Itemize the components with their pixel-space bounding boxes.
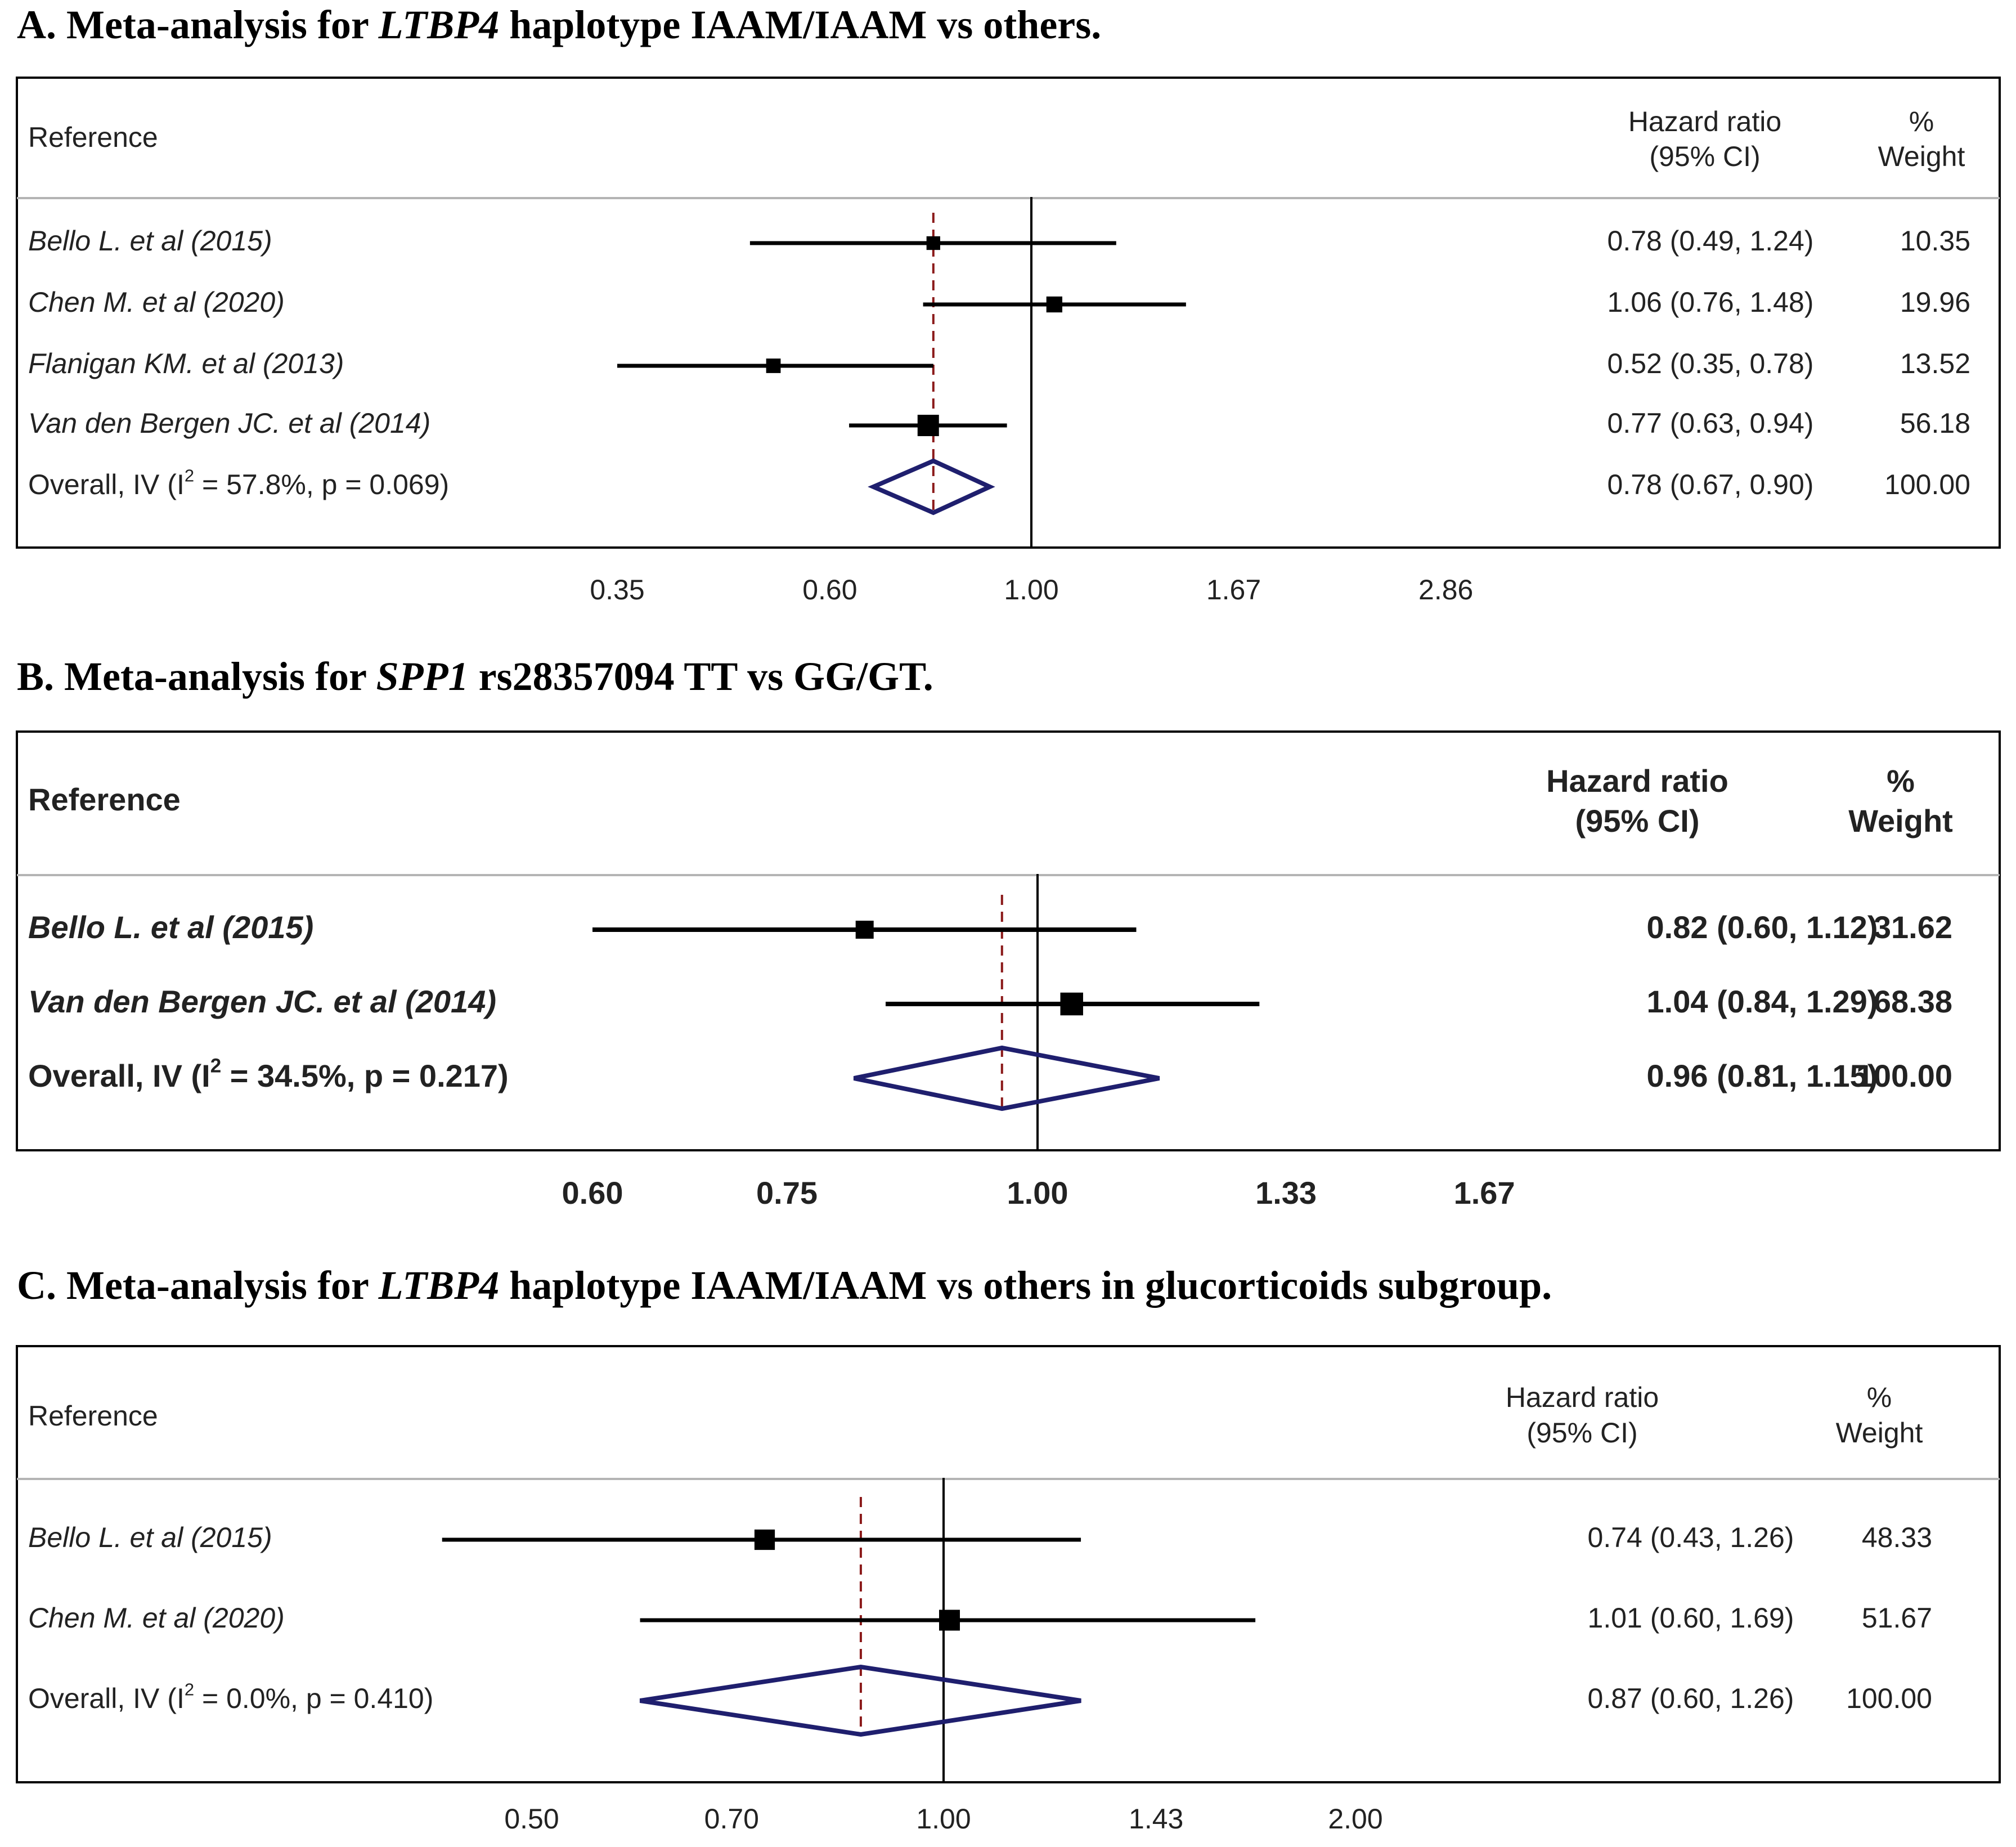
panel-c-study-point: [754, 1529, 775, 1550]
panel-c-header-hr: Hazard ratio: [1506, 1382, 1659, 1413]
panel-b-study-hr: 1.04 (0.84, 1.29): [1647, 984, 1878, 1019]
panel-a-study-point: [1046, 296, 1062, 313]
panel-a-tick-label: 1.67: [1206, 574, 1261, 606]
panel-a-overall-label: Overall, IV (I2 = 57.8%, p = 0.069): [28, 466, 449, 501]
panel-c-study-weight: 48.33: [1862, 1522, 1932, 1553]
panel-b-study-point: [855, 921, 874, 939]
panel-a-overall-label-rest: = 57.8%, p = 0.069): [194, 469, 449, 500]
panel-c-header-ci: (95% CI): [1526, 1417, 1637, 1449]
panel-a-study-name: Chen M. et al (2020): [28, 286, 285, 318]
panel-b-study-hr: 0.82 (0.60, 1.12): [1647, 909, 1878, 945]
panel-c-header-reference: Reference: [28, 1400, 158, 1432]
panel-a-study-hr: 1.06 (0.76, 1.48): [1608, 286, 1814, 318]
panel-a-study-point: [917, 415, 939, 436]
panel-b-overall-diamond: [853, 1045, 1160, 1111]
panel-c-overall-hr: 0.87 (0.60, 1.26): [1588, 1683, 1794, 1714]
panel-b-tick-label: 1.67: [1454, 1175, 1515, 1211]
panel-a-frame: [16, 77, 2001, 549]
panel-b-frame: [16, 730, 2001, 1151]
panel-a-overall-diamond: [868, 458, 995, 515]
panel-c-overall-label-sup: 2: [185, 1680, 194, 1700]
panel-a-tick-label: 0.35: [590, 574, 644, 606]
panel-b-overall-weight: 100.00: [1856, 1058, 1952, 1093]
panel-b-overall-label: Overall, IV (I2 = 34.5%, p = 0.217): [28, 1055, 509, 1093]
panel-a-study-hr: 0.78 (0.49, 1.24): [1608, 225, 1814, 257]
panel-b-tick-label: 0.60: [562, 1175, 623, 1211]
panel-a-study-weight: 10.35: [1900, 225, 1970, 257]
panel-b-header-weight: Weight: [1848, 803, 1953, 839]
panel-a-study-point: [766, 358, 781, 373]
panel-c-header-pct: %: [1867, 1382, 1892, 1413]
panel-a-study-hr: 0.77 (0.63, 0.94): [1608, 407, 1814, 439]
panel-b-header-hr: Hazard ratio: [1546, 763, 1728, 799]
panel-b-tick-label: 0.75: [756, 1175, 818, 1211]
panel-a-study-weight: 56.18: [1900, 407, 1970, 439]
panel-a-tick-label: 2.86: [1418, 574, 1473, 606]
panel-b-header-pct: %: [1887, 763, 1915, 799]
panel-a-study-weight: 19.96: [1900, 286, 1970, 318]
panel-c-study-hr: 0.74 (0.43, 1.26): [1588, 1522, 1794, 1553]
panel-c-study-name: Chen M. et al (2020): [28, 1602, 285, 1634]
panel-b-tick-label: 1.00: [1007, 1175, 1068, 1211]
panel-a-overall-label-sup: 2: [185, 466, 194, 486]
panel-b-tick-label: 1.33: [1255, 1175, 1317, 1211]
panel-b-title: B. Meta-analysis for SPP1 rs28357094 TT …: [17, 654, 933, 699]
panel-a-header-reference: Reference: [28, 122, 158, 153]
panel-a-header-weight: Weight: [1878, 141, 1965, 172]
panel-a-overall-weight: 100.00: [1884, 469, 1970, 500]
panel-c-tick-label: 1.43: [1129, 1803, 1183, 1835]
panel-c-title: C. Meta-analysis for LTBP4 haplotype IAA…: [17, 1263, 1552, 1308]
panel-b-header-ci: (95% CI): [1575, 803, 1700, 839]
panel-c-study-name: Bello L. et al (2015): [28, 1522, 272, 1553]
panel-a-header-ci: (95% CI): [1649, 141, 1760, 172]
panel-c-overall-label: Overall, IV (I2 = 0.0%, p = 0.410): [28, 1680, 433, 1715]
panel-c-tick-label: 0.70: [704, 1803, 759, 1835]
panel-b-study-name: Bello L. et al (2015): [28, 909, 313, 945]
panel-a-tick-label: 0.60: [802, 574, 857, 606]
panel-b-overall-hr: 0.96 (0.81, 1.15): [1647, 1058, 1878, 1093]
panel-c-overall-diamond: [639, 1664, 1081, 1737]
panel-b-study-weight: 31.62: [1874, 909, 1952, 945]
panel-a-title: A. Meta-analysis for LTBP4 haplotype IAA…: [17, 2, 1102, 47]
panel-b-study-name: Van den Bergen JC. et al (2014): [28, 984, 496, 1019]
panel-a-study-name: Bello L. et al (2015): [28, 225, 272, 257]
panel-a-tick-label: 1.00: [1004, 574, 1058, 606]
panel-c-study-weight: 51.67: [1862, 1602, 1932, 1634]
panel-c-overall-weight: 100.00: [1846, 1683, 1932, 1714]
panel-c-tick-label: 0.50: [504, 1803, 559, 1835]
panel-b-study-weight: 68.38: [1874, 984, 1952, 1019]
panel-a-study-point: [926, 236, 940, 250]
panel-c-study-hr: 1.01 (0.60, 1.69): [1588, 1602, 1794, 1634]
panel-c-tick-label: 1.00: [916, 1803, 971, 1835]
panel-a-study-weight: 13.52: [1900, 348, 1970, 379]
panel-b-header-reference: Reference: [28, 782, 181, 817]
panel-a-overall-hr: 0.78 (0.67, 0.90): [1608, 469, 1814, 500]
panel-c-frame: [16, 1345, 2001, 1783]
panel-a-study-hr: 0.52 (0.35, 0.78): [1608, 348, 1814, 379]
panel-a-header-hr: Hazard ratio: [1628, 106, 1781, 137]
panel-a-header-pct: %: [1909, 106, 1934, 137]
panel-c-study-point: [939, 1610, 960, 1631]
panel-b-overall-label-sup: 2: [210, 1055, 221, 1077]
panel-c-overall-label-rest: = 0.0%, p = 0.410): [194, 1683, 433, 1714]
panel-b-overall-label-rest: = 34.5%, p = 0.217): [221, 1058, 509, 1093]
panel-c-header-weight: Weight: [1836, 1417, 1923, 1449]
panel-c-tick-label: 2.00: [1328, 1803, 1382, 1835]
panel-b-study-point: [1060, 992, 1083, 1016]
panel-a-study-name: Flanigan KM. et al (2013): [28, 348, 344, 379]
panel-a-study-name: Van den Bergen JC. et al (2014): [28, 407, 430, 439]
